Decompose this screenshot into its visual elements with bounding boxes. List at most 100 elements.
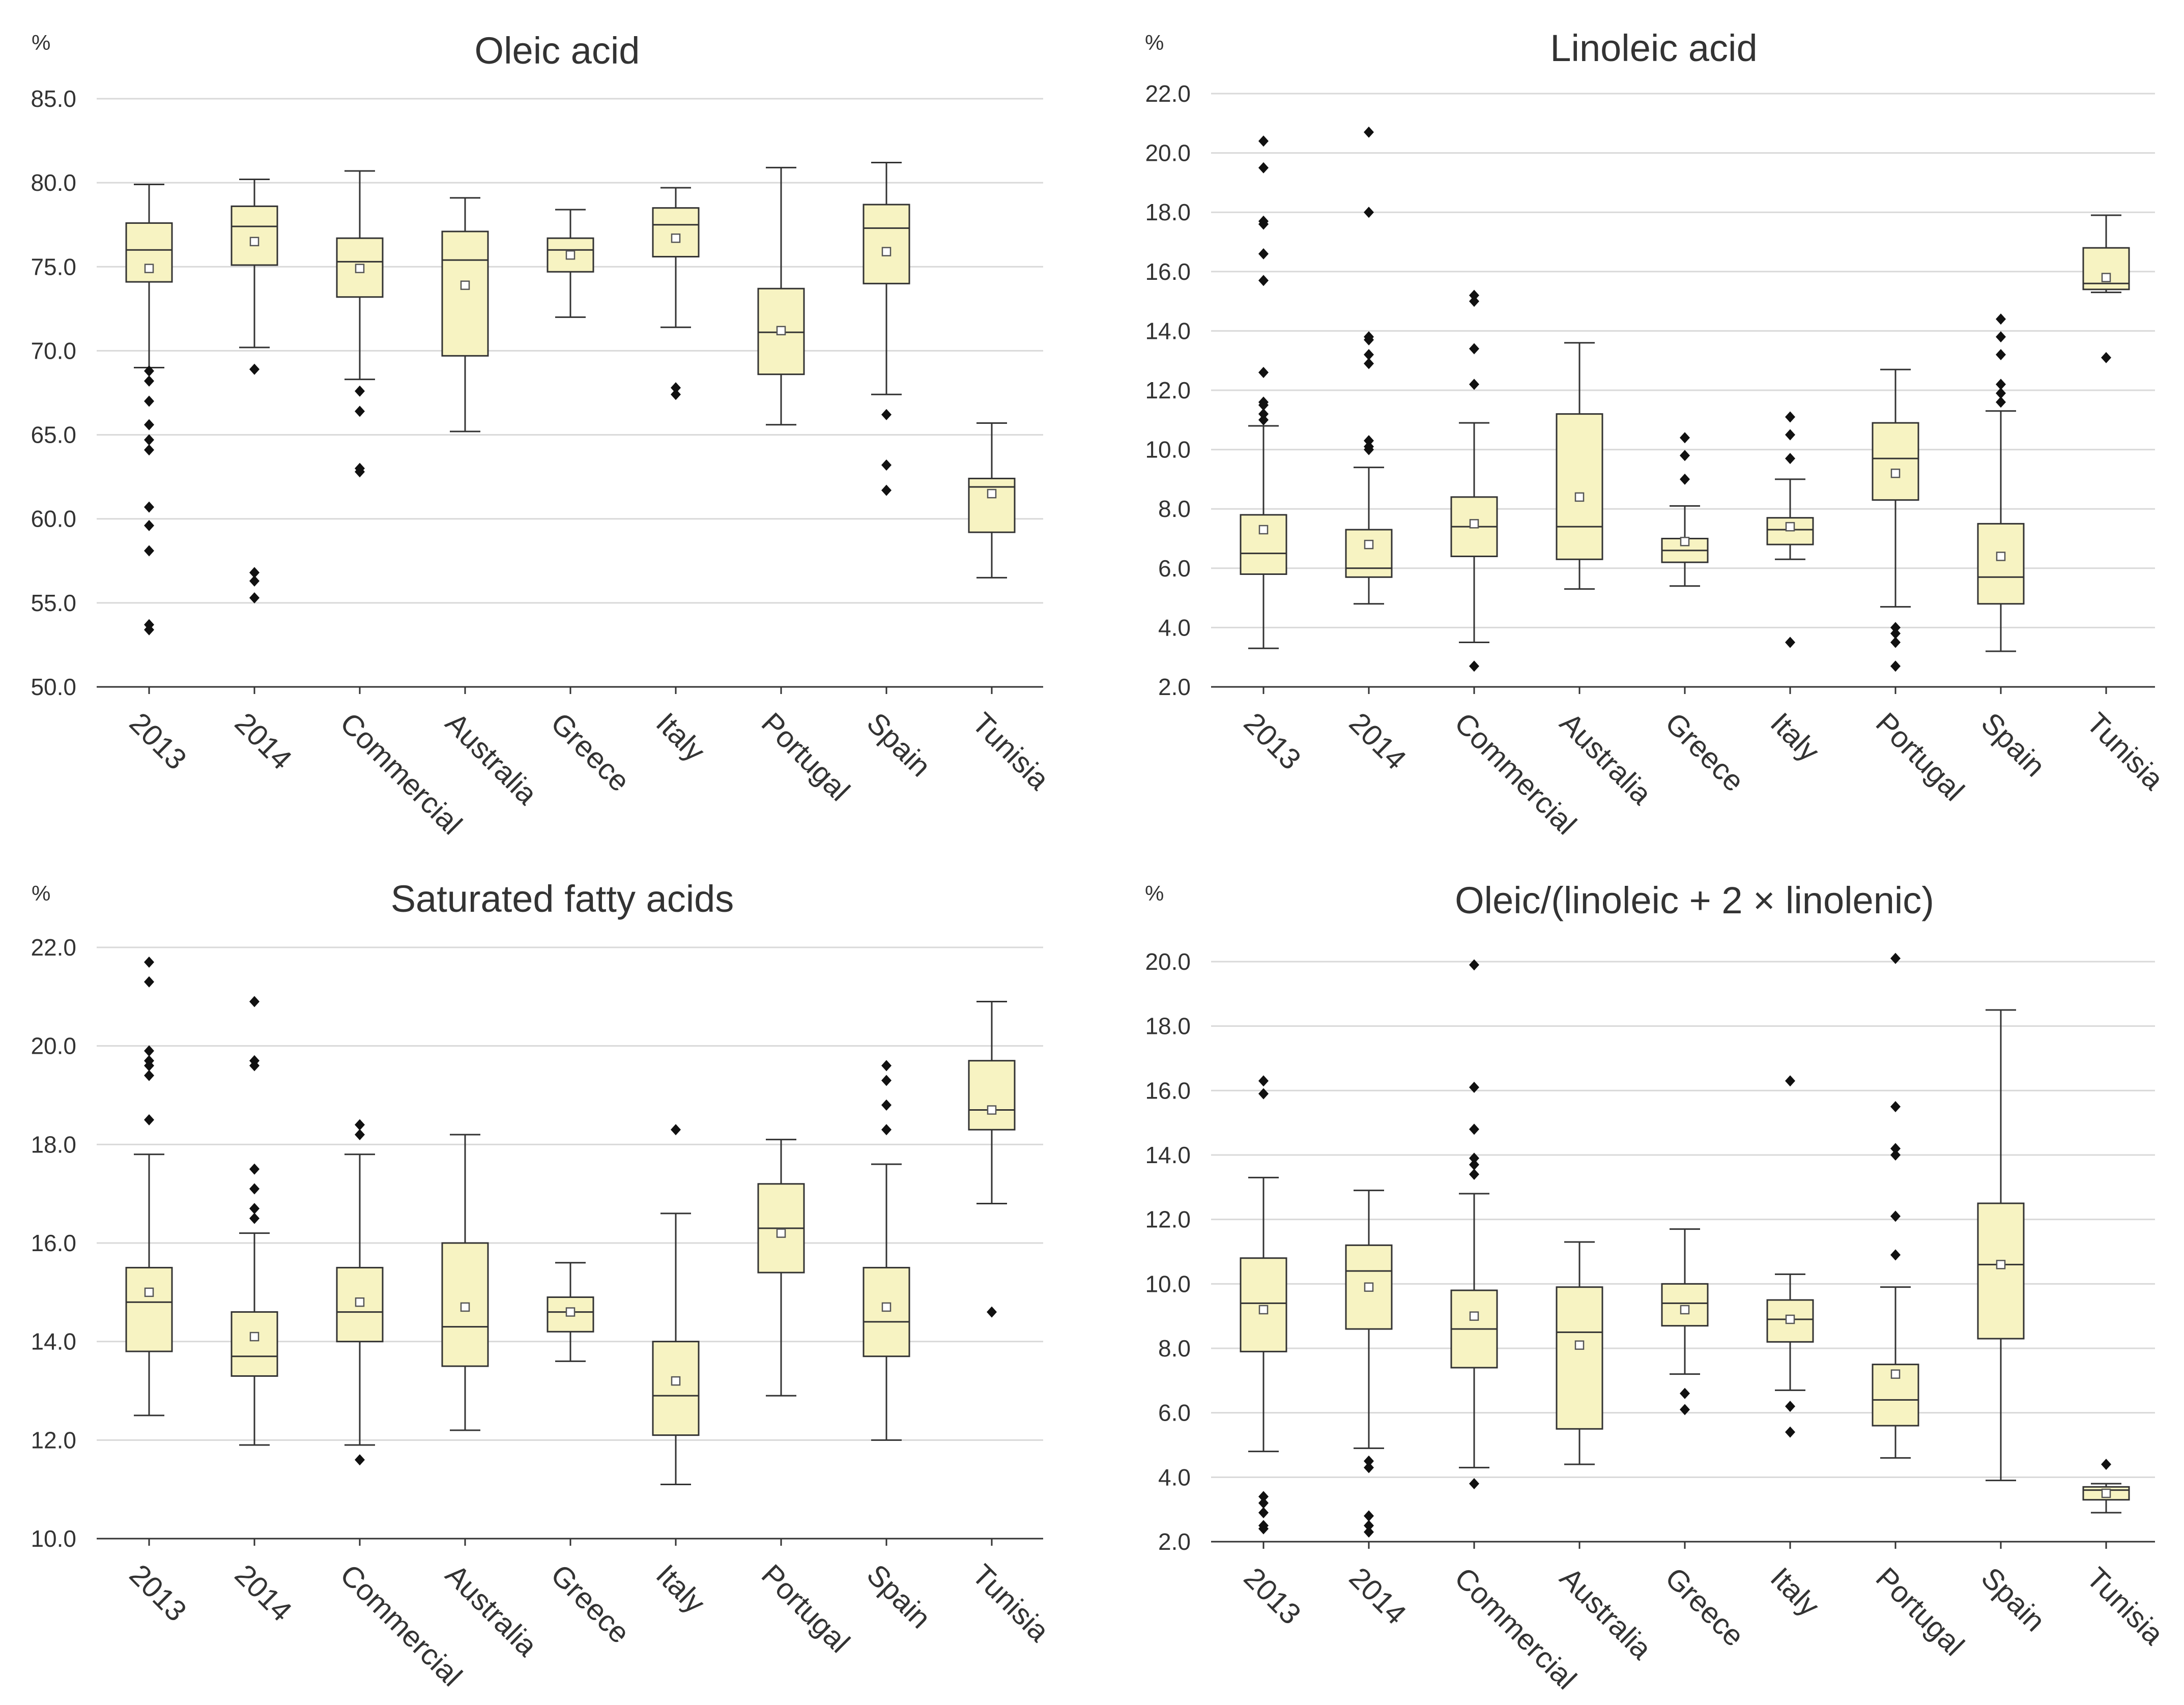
y-tick-label: 10.0 bbox=[1145, 1270, 1191, 1297]
outlier-point bbox=[144, 419, 154, 430]
y-tick-label: 16.0 bbox=[1145, 258, 1191, 285]
box-tunisia: Tunisia bbox=[966, 422, 1056, 796]
outlier-point bbox=[1258, 1088, 1269, 1100]
chart-title: Oleic acid bbox=[475, 30, 640, 72]
y-tick-label: 16.0 bbox=[31, 1230, 76, 1256]
mean-marker bbox=[355, 1297, 365, 1307]
y-axis-unit-label: % bbox=[1145, 881, 1164, 905]
box-greece: Greece bbox=[1659, 1228, 1750, 1653]
outlier-point bbox=[1258, 1507, 1269, 1518]
y-tick-label: 12.0 bbox=[1145, 1206, 1191, 1233]
outlier-point bbox=[1785, 429, 1795, 441]
mean-marker bbox=[1996, 1260, 2006, 1269]
x-tick-label: Australia bbox=[439, 706, 544, 811]
iqr-box bbox=[1240, 514, 1287, 575]
y-tick-label: 85.0 bbox=[31, 85, 76, 112]
x-tick-label: Greece bbox=[544, 706, 636, 798]
x-tick-label: Australia bbox=[1554, 706, 1658, 811]
outlier-point bbox=[1469, 1159, 1479, 1170]
mean-marker bbox=[1258, 525, 1269, 535]
x-tick-label: 2013 bbox=[123, 1558, 193, 1628]
box-italy: Italy bbox=[1764, 411, 1826, 768]
y-tick-label: 65.0 bbox=[31, 422, 76, 448]
y-tick-label: 4.0 bbox=[1158, 1464, 1191, 1490]
mean-marker bbox=[565, 1307, 576, 1317]
mean-marker bbox=[1364, 1282, 1374, 1292]
box-greece: Greece bbox=[544, 209, 636, 798]
outlier-point bbox=[1890, 622, 1901, 633]
mean-marker bbox=[776, 1228, 786, 1238]
mean-marker bbox=[460, 1302, 470, 1312]
outlier-point bbox=[1258, 367, 1269, 379]
outlier-point bbox=[249, 1212, 260, 1224]
outlier-point bbox=[1996, 379, 2006, 390]
box-spain: Spain bbox=[860, 162, 937, 783]
box-greece: Greece bbox=[1659, 432, 1750, 798]
x-tick-label: Greece bbox=[544, 1558, 636, 1650]
outlier-point bbox=[1890, 637, 1901, 648]
box-italy: Italy bbox=[650, 1124, 711, 1620]
mean-marker bbox=[565, 250, 576, 260]
box-australia: Australia bbox=[439, 197, 544, 811]
iqr-box bbox=[1661, 1283, 1709, 1327]
box-2014: 2014 bbox=[1343, 1190, 1413, 1631]
x-tick-label: Spain bbox=[860, 1558, 937, 1635]
x-tick-label: Portugal bbox=[755, 706, 856, 807]
box-tunisia: Tunisia bbox=[2080, 214, 2170, 796]
iqr-box bbox=[1977, 1202, 2025, 1340]
outlier-point bbox=[1469, 296, 1479, 307]
outlier-point bbox=[249, 592, 260, 603]
outlier-point bbox=[881, 1099, 892, 1111]
y-tick-label: 8.0 bbox=[1158, 496, 1191, 522]
outlier-point bbox=[1996, 349, 2006, 361]
outlier-point bbox=[249, 567, 260, 579]
outlier-point bbox=[249, 1183, 260, 1195]
mean-marker bbox=[671, 233, 681, 243]
x-tick-label: Portugal bbox=[1870, 706, 1971, 807]
iqr-box bbox=[231, 205, 278, 266]
y-tick-label: 4.0 bbox=[1158, 614, 1191, 641]
y-tick-label: 12.0 bbox=[1145, 377, 1191, 403]
outlier-point bbox=[671, 1124, 681, 1136]
outlier-point bbox=[144, 501, 154, 513]
y-tick-label: 18.0 bbox=[1145, 1013, 1191, 1039]
outlier-point bbox=[1996, 396, 2006, 408]
outlier-point bbox=[144, 1070, 154, 1081]
outlier-point bbox=[2101, 1459, 2111, 1470]
outlier-point bbox=[1364, 358, 1374, 369]
y-axis-unit-label: % bbox=[1145, 31, 1164, 54]
x-tick-label: Italy bbox=[650, 1558, 711, 1620]
y-tick-label: 10.0 bbox=[1145, 437, 1191, 463]
x-tick-label: Spain bbox=[860, 706, 937, 783]
outlier-point bbox=[1785, 411, 1795, 423]
outlier-point bbox=[1680, 1404, 1690, 1415]
outlier-point bbox=[1258, 1075, 1269, 1087]
x-tick-label: Tunisia bbox=[2080, 706, 2170, 796]
box-greece: Greece bbox=[544, 1262, 636, 1650]
mean-marker bbox=[144, 264, 154, 273]
chart-panel-4: Oleic/(linoleic + 2 × linolenic)% 2.0 4.0 6… bbox=[1145, 879, 2170, 1696]
outlier-point bbox=[144, 434, 154, 446]
box-spain: Spain bbox=[1975, 313, 2052, 783]
outlier-point bbox=[1364, 349, 1374, 361]
outlier-point bbox=[1469, 1152, 1479, 1164]
chart-title: Linoleic acid bbox=[1550, 27, 1757, 69]
outlier-point bbox=[1890, 1210, 1901, 1222]
x-tick-label: Italy bbox=[650, 706, 711, 768]
outlier-point bbox=[1364, 126, 1374, 138]
iqr-box bbox=[863, 204, 910, 284]
iqr-box bbox=[652, 1341, 700, 1436]
iqr-box bbox=[1345, 529, 1393, 578]
y-tick-label: 14.0 bbox=[1145, 317, 1191, 344]
outlier-point bbox=[1258, 162, 1269, 174]
mean-marker bbox=[249, 1332, 260, 1342]
y-tick-label: 20.0 bbox=[1145, 948, 1191, 975]
outlier-point bbox=[144, 365, 154, 377]
mean-marker bbox=[1574, 1340, 1585, 1350]
outlier-point bbox=[1890, 628, 1901, 640]
outlier-point bbox=[1890, 1143, 1901, 1154]
box-2013: 2013 bbox=[1238, 1075, 1307, 1631]
mean-marker bbox=[355, 264, 365, 273]
mean-marker bbox=[1890, 1369, 1901, 1379]
